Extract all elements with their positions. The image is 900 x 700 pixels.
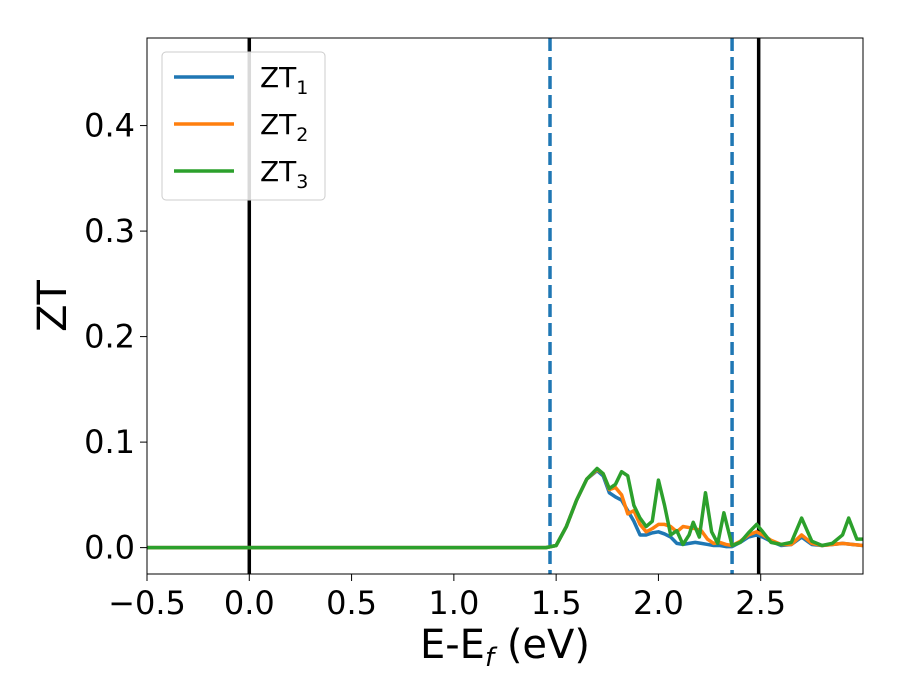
x-tick-label: 1.5 (531, 584, 582, 622)
legend-label-1: ZT1 (260, 61, 308, 99)
series-lines (147, 466, 863, 550)
x-axis-label-unit: (eV) (494, 622, 590, 668)
legend-label-2: ZT2 (260, 108, 308, 146)
series-line-1 (147, 468, 863, 550)
y-axis-ticks: 0.0 0.1 0.2 0.3 0.4 (84, 107, 147, 567)
y-tick-label: 0.2 (84, 318, 135, 356)
y-tick-label: 0.0 (84, 529, 135, 567)
axes-frame (146, 37, 864, 575)
x-tick-label: 2.0 (633, 584, 684, 622)
x-tick-label: 2.5 (735, 584, 786, 622)
x-axis-label-main: E-E (420, 622, 485, 668)
legend-label-3: ZT3 (260, 155, 308, 193)
y-tick-label: 0.4 (84, 107, 135, 145)
vertical-lines (247, 38, 761, 574)
x-axis-label: E-Ef (eV) (420, 622, 590, 673)
x-axis-ticks: −0.5 0.0 0.5 1.0 1.5 2.0 2.5 (108, 574, 786, 622)
x-tick-label: 1.0 (428, 584, 479, 622)
legend-box (161, 51, 326, 201)
x-tick-label: 0.5 (326, 584, 377, 622)
y-tick-label: 0.3 (84, 212, 135, 250)
x-tick-label: 0.0 (224, 584, 275, 622)
legend: ZT1 ZT2 ZT3 (161, 51, 326, 201)
y-tick-label: 0.1 (84, 423, 135, 461)
x-tick-label: −0.5 (108, 584, 186, 622)
y-axis-label: ZT (30, 280, 76, 332)
series-line-3 (147, 466, 863, 550)
